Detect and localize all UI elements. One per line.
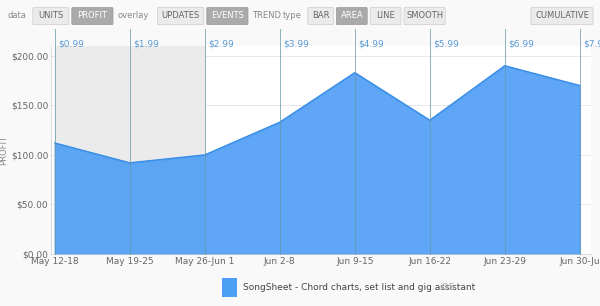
Text: type: type [283, 11, 302, 20]
FancyBboxPatch shape [308, 7, 334, 24]
Text: $4.99: $4.99 [359, 40, 384, 49]
Text: $1.99: $1.99 [133, 40, 160, 49]
FancyBboxPatch shape [72, 7, 113, 24]
Text: UPDATES: UPDATES [161, 11, 200, 20]
FancyBboxPatch shape [222, 278, 237, 297]
Text: $3.99: $3.99 [284, 40, 310, 49]
Text: $2.99: $2.99 [209, 40, 234, 49]
Text: CUMULATIVE: CUMULATIVE [535, 11, 589, 20]
Text: AREA: AREA [340, 11, 363, 20]
Text: LINE: LINE [376, 11, 395, 20]
Text: SMOOTH: SMOOTH [406, 11, 443, 20]
Text: TREND: TREND [252, 11, 281, 20]
Text: PROFIT: PROFIT [77, 11, 107, 20]
Text: $7.99: $7.99 [583, 40, 600, 49]
Text: UNITS: UNITS [38, 11, 64, 20]
FancyBboxPatch shape [531, 7, 593, 24]
Text: iOS: iOS [439, 283, 455, 292]
Text: $6.99: $6.99 [509, 40, 535, 49]
FancyBboxPatch shape [370, 7, 401, 24]
Text: BAR: BAR [312, 11, 329, 20]
FancyBboxPatch shape [337, 7, 367, 24]
Text: $0.99: $0.99 [59, 40, 85, 49]
Text: overlay: overlay [117, 11, 148, 20]
FancyBboxPatch shape [157, 7, 204, 24]
FancyBboxPatch shape [207, 7, 248, 24]
Y-axis label: PROFIT: PROFIT [0, 135, 8, 165]
FancyBboxPatch shape [404, 7, 445, 24]
Text: SongSheet - Chord charts, set list and gig assistant: SongSheet - Chord charts, set list and g… [243, 283, 475, 292]
Text: $5.99: $5.99 [433, 40, 460, 49]
Text: EVENTS: EVENTS [211, 11, 244, 20]
FancyBboxPatch shape [33, 7, 69, 24]
Text: data: data [8, 11, 27, 20]
